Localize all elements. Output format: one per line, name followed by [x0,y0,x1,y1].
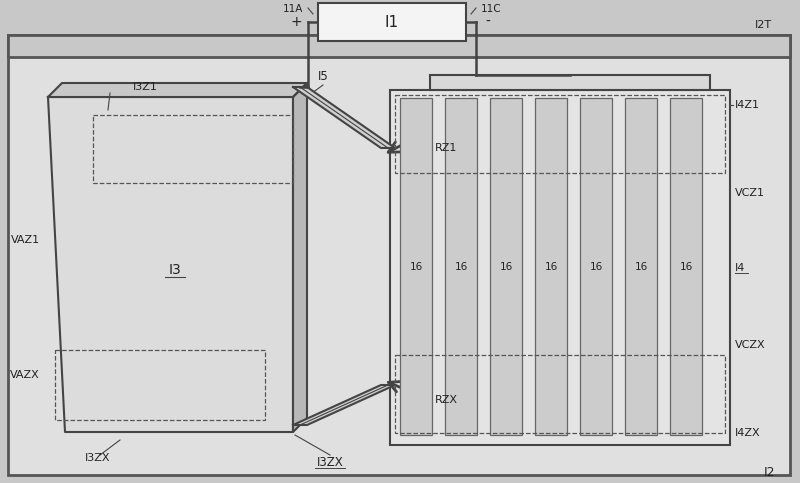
Polygon shape [48,83,307,97]
Text: 16: 16 [499,261,513,271]
Polygon shape [293,87,395,148]
Text: I3Z1: I3Z1 [133,82,158,92]
Text: 16: 16 [545,261,558,271]
Bar [490,98,522,435]
Bar [55,350,265,420]
Bar [670,98,702,435]
Bar [93,115,293,183]
Text: I4: I4 [735,262,746,272]
Text: VCZX: VCZX [735,340,766,350]
Text: 16: 16 [634,261,648,271]
Text: I3: I3 [169,263,182,277]
Bar [395,355,725,433]
Text: I4Z1: I4Z1 [735,100,760,110]
Bar [445,98,478,435]
Text: -: - [486,15,490,29]
Text: RZX: RZX [435,395,458,405]
Bar [580,98,613,435]
Bar [430,75,710,90]
Text: 16: 16 [679,261,693,271]
Text: I3ZX: I3ZX [317,455,343,469]
Text: VCZ1: VCZ1 [735,188,765,198]
Text: VAZ1: VAZ1 [11,235,40,245]
Polygon shape [293,385,395,425]
Text: I3ZX: I3ZX [85,453,110,463]
Bar [400,98,432,435]
Bar [395,95,725,173]
Text: VAZX: VAZX [10,370,40,380]
Text: 16: 16 [454,261,468,271]
Text: I5: I5 [318,70,329,83]
Text: RZ1: RZ1 [435,143,458,153]
Text: +: + [290,15,302,29]
Text: I1: I1 [385,14,399,29]
Text: I2T: I2T [755,20,772,30]
Bar [8,35,790,57]
Bar [535,98,567,435]
Polygon shape [48,97,293,432]
Text: I4ZX: I4ZX [735,428,761,438]
Text: I2: I2 [763,466,775,479]
Text: 11C: 11C [481,4,502,14]
Polygon shape [293,83,307,432]
Text: 16: 16 [590,261,603,271]
Bar [625,98,658,435]
Bar [390,90,730,445]
Text: 11A: 11A [282,4,303,14]
Text: 16: 16 [410,261,423,271]
Bar [318,3,466,41]
